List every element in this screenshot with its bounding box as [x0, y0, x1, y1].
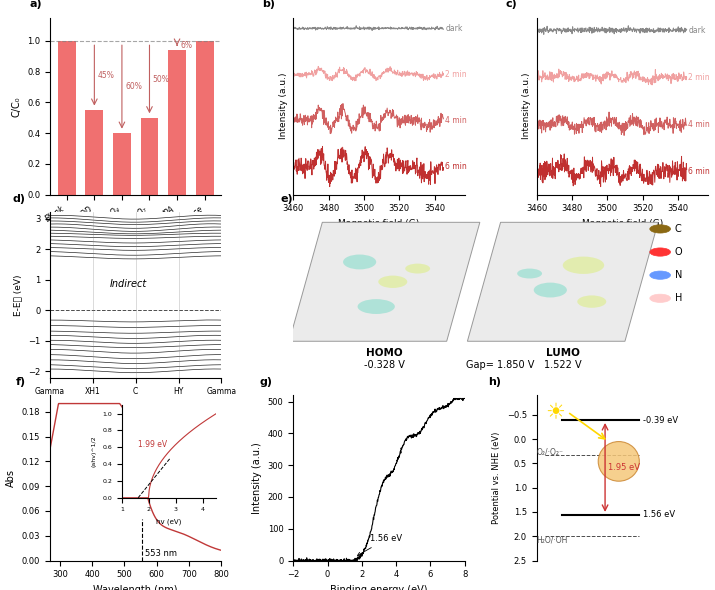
- Text: dark: dark: [689, 25, 706, 35]
- Text: 4 min: 4 min: [445, 116, 467, 124]
- Text: -0.39 eV: -0.39 eV: [643, 415, 678, 425]
- Text: HOMO: HOMO: [366, 348, 403, 358]
- Bar: [196, 41, 214, 195]
- Text: 1.56 eV: 1.56 eV: [358, 535, 403, 555]
- Text: 553 nm: 553 nm: [145, 549, 177, 558]
- Polygon shape: [468, 222, 658, 341]
- X-axis label: Magnetic field (G): Magnetic field (G): [338, 219, 420, 228]
- Ellipse shape: [378, 276, 408, 288]
- Y-axis label: E-E₟ (eV): E-E₟ (eV): [14, 274, 22, 316]
- X-axis label: Magnetic field (G): Magnetic field (G): [581, 219, 663, 228]
- Ellipse shape: [533, 283, 567, 297]
- Text: 1.56 eV: 1.56 eV: [643, 510, 675, 519]
- Text: h): h): [488, 378, 502, 388]
- Text: b): b): [262, 0, 275, 9]
- Text: C: C: [675, 224, 681, 234]
- Text: 6 min: 6 min: [445, 162, 467, 171]
- Ellipse shape: [343, 254, 376, 270]
- Text: f): f): [16, 378, 26, 388]
- Y-axis label: Intensity (a.u.): Intensity (a.u.): [279, 73, 287, 139]
- Text: 6 min: 6 min: [689, 166, 710, 176]
- Bar: [141, 118, 159, 195]
- Text: Indirect: Indirect: [110, 278, 147, 289]
- Text: -0.328 V: -0.328 V: [364, 360, 405, 370]
- Text: ☀: ☀: [545, 404, 565, 424]
- Text: 1.522 V: 1.522 V: [544, 360, 581, 370]
- Text: H: H: [675, 293, 682, 303]
- Text: d): d): [12, 195, 25, 205]
- Bar: [168, 50, 186, 195]
- Text: c): c): [506, 0, 518, 9]
- Ellipse shape: [517, 268, 542, 278]
- Y-axis label: Potential vs. NHE (eV): Potential vs. NHE (eV): [492, 432, 501, 524]
- Circle shape: [650, 225, 671, 233]
- Text: 1.95 eV: 1.95 eV: [608, 463, 641, 472]
- Text: 60%: 60%: [125, 83, 142, 91]
- Polygon shape: [289, 222, 480, 341]
- Text: 2 min: 2 min: [445, 70, 467, 79]
- Bar: [113, 133, 131, 195]
- Y-axis label: C/C₀: C/C₀: [11, 96, 21, 116]
- Circle shape: [598, 441, 639, 481]
- Text: H₂O/·OH: H₂O/·OH: [536, 535, 568, 544]
- Text: 4 min: 4 min: [689, 120, 710, 129]
- Bar: [58, 41, 76, 195]
- Text: a): a): [29, 0, 42, 9]
- Circle shape: [650, 294, 671, 303]
- Text: 45%: 45%: [98, 71, 114, 80]
- Text: O₂/·O₂⁻: O₂/·O₂⁻: [536, 447, 563, 456]
- Text: O: O: [675, 247, 682, 257]
- Y-axis label: Intensity (a.u.): Intensity (a.u.): [252, 442, 262, 514]
- Bar: [85, 110, 103, 195]
- Y-axis label: Abs: Abs: [6, 469, 16, 487]
- Ellipse shape: [577, 296, 606, 308]
- Ellipse shape: [358, 299, 395, 314]
- Text: e): e): [281, 195, 293, 205]
- Ellipse shape: [563, 257, 604, 274]
- Circle shape: [650, 271, 671, 279]
- Text: g): g): [259, 378, 272, 388]
- X-axis label: Wavelength (nm): Wavelength (nm): [94, 585, 178, 590]
- Text: 50%: 50%: [153, 75, 169, 84]
- Ellipse shape: [405, 264, 430, 274]
- Text: Gap= 1.850 V: Gap= 1.850 V: [466, 360, 535, 370]
- Y-axis label: Intensity (a.u.): Intensity (a.u.): [522, 73, 531, 139]
- Text: N: N: [675, 270, 682, 280]
- Text: dark: dark: [445, 24, 463, 33]
- Circle shape: [650, 248, 671, 256]
- Text: 6%: 6%: [180, 41, 192, 50]
- Text: LUMO: LUMO: [546, 348, 580, 358]
- Text: 2 min: 2 min: [689, 73, 710, 81]
- X-axis label: Binding energy (eV): Binding energy (eV): [330, 585, 428, 590]
